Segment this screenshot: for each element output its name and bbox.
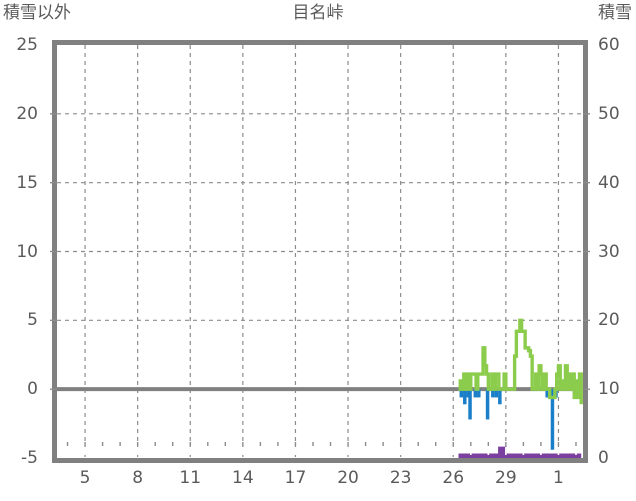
x-axis-tick-label: 29 xyxy=(495,468,517,488)
x-axis-tick-label: 26 xyxy=(442,468,465,488)
left-axis-tick-label: 15 xyxy=(16,172,38,193)
left-axis-title: 積雪以外 xyxy=(3,3,71,23)
x-axis-tick-label: 11 xyxy=(179,468,202,488)
right-axis-tick-label: 0 xyxy=(598,448,609,468)
right-axis-tick-label: 30 xyxy=(598,241,620,262)
left-axis-tick-label: 5 xyxy=(27,310,38,331)
x-axis-tick-label: 23 xyxy=(389,468,412,488)
plot-area xyxy=(52,40,588,463)
right-axis-tick-label: 40 xyxy=(598,172,620,193)
chart-title: 目名峠 xyxy=(292,3,344,23)
right-axis-tick-label: 60 xyxy=(598,35,620,55)
left-axis-tick-label: -5 xyxy=(21,448,38,468)
chart-svg xyxy=(57,45,583,458)
left-axis-tick-label: 10 xyxy=(16,241,38,262)
right-axis-tick-label: 20 xyxy=(598,310,620,331)
right-axis-title: 積雪 xyxy=(598,3,632,23)
left-axis-tick-label: 0 xyxy=(27,379,38,400)
x-axis-tick-label: 5 xyxy=(79,468,91,488)
left-axis-tick-label: 20 xyxy=(16,103,38,124)
x-axis-tick-label: 1 xyxy=(553,468,564,488)
right-axis-tick-label: 50 xyxy=(598,103,620,124)
left-axis-tick-label: 25 xyxy=(16,35,38,55)
x-axis-tick-label: 20 xyxy=(337,468,359,488)
right-axis-tick-label: 10 xyxy=(598,379,620,400)
plot-canvas xyxy=(57,45,583,458)
x-axis-tick-label: 14 xyxy=(232,468,254,488)
x-axis-tick-label: 8 xyxy=(132,468,144,488)
x-axis-tick-label: 17 xyxy=(284,468,307,488)
